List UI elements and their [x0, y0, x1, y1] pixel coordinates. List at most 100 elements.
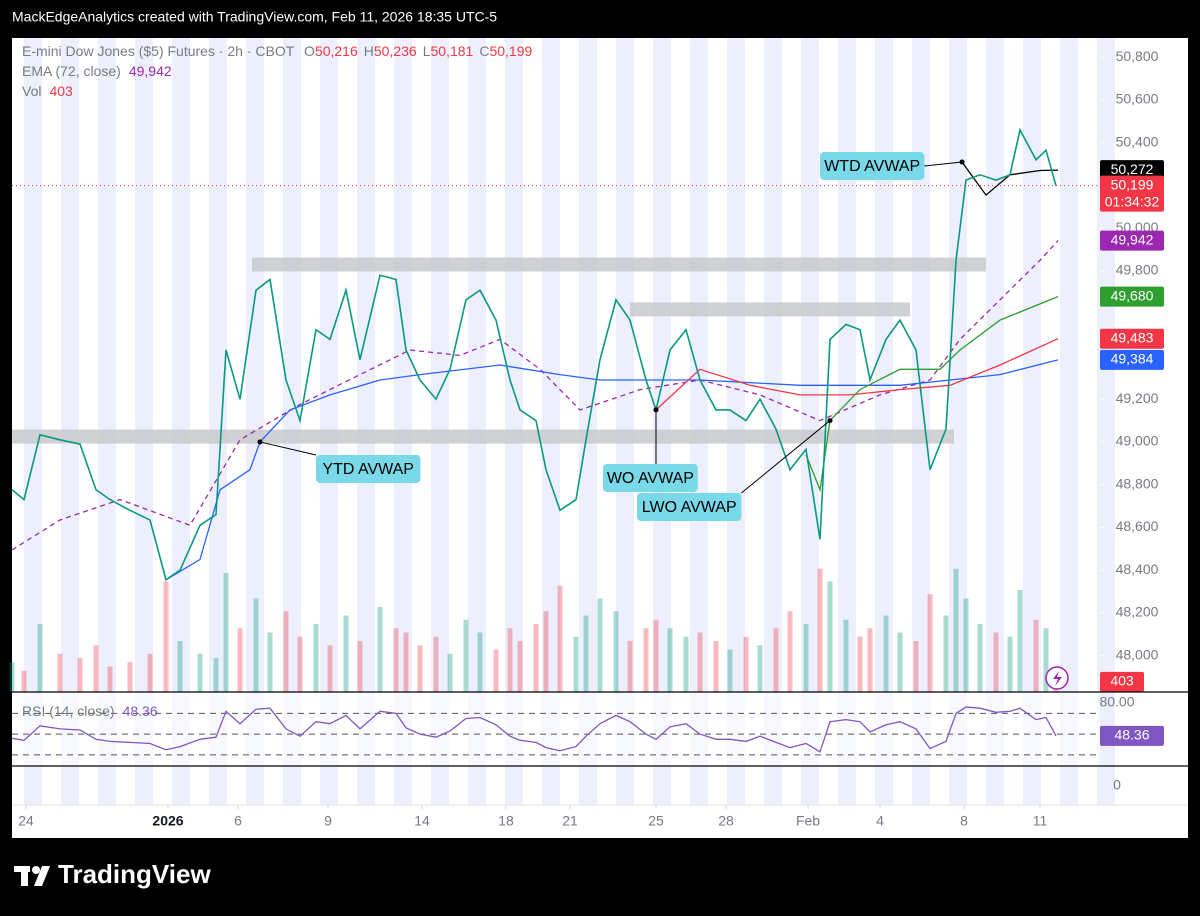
rsi-value-label: 48.36	[1114, 727, 1149, 743]
session-band	[394, 38, 412, 805]
legend-line: Vol 403	[22, 83, 73, 99]
annotation-box	[603, 464, 698, 492]
y-tick-label: 49,800	[1116, 262, 1159, 278]
volume-bar	[667, 628, 673, 692]
volume-bar	[773, 628, 779, 692]
volume-bar	[1033, 619, 1039, 692]
volume-bar	[77, 658, 83, 692]
volume-bar	[147, 653, 153, 692]
x-tick-label: 14	[414, 813, 430, 829]
annotation-label: WTD AVWAP	[824, 158, 920, 175]
annotation-anchor	[653, 407, 659, 413]
ohlc-key: O	[304, 43, 315, 59]
volume-bar	[417, 645, 423, 692]
volume-bar	[357, 641, 363, 692]
volume-bar	[757, 645, 763, 692]
volume-bar	[447, 653, 453, 692]
volume-bar	[683, 636, 689, 692]
legend-line: EMA (72, close) 49,942	[22, 63, 172, 79]
session-band	[875, 38, 893, 805]
volume-bar	[57, 653, 63, 692]
volume-bar	[163, 581, 169, 692]
session-band	[727, 38, 745, 805]
session-shading	[24, 38, 1115, 805]
indicator-name: EMA (72, close)	[22, 63, 121, 79]
volume-label-box	[1100, 671, 1144, 692]
volume-bar	[463, 619, 469, 692]
legend-line: E-mini Dow Jones ($5) Futures · 2h · CBO…	[22, 43, 533, 59]
y-tick-label: 48,400	[1116, 561, 1159, 577]
series-price-label-box	[1100, 230, 1164, 251]
session-band	[209, 38, 227, 805]
volume-bar	[507, 628, 513, 692]
volume-bar	[517, 641, 523, 692]
session-band	[616, 38, 634, 805]
volume-bar	[327, 645, 333, 692]
x-tick-label: 8	[960, 813, 968, 829]
alert-icon-bolt	[1053, 671, 1062, 686]
volume-bar	[403, 632, 409, 692]
series-price-label: 49,384	[1111, 351, 1154, 367]
session-band	[1023, 38, 1041, 805]
y-tick-label: 48,200	[1116, 604, 1159, 620]
series-price-label-box	[1100, 349, 1164, 370]
volume-bar	[803, 624, 809, 692]
zone	[630, 302, 910, 317]
volume-bar	[223, 573, 229, 692]
x-tick-label: 2026	[152, 813, 183, 829]
volume-bar	[843, 619, 849, 692]
x-tick-label: 24	[18, 813, 34, 829]
x-tick-label: 18	[498, 813, 514, 829]
logo-part	[34, 866, 50, 886]
annotation-pointer	[259, 441, 317, 456]
volume-bar	[1043, 628, 1049, 692]
series-price-label: 49,483	[1111, 329, 1154, 345]
rsi-pane	[12, 692, 1100, 766]
volume-bar	[573, 636, 579, 692]
legend-line: RSI (14, close) 48.36	[22, 703, 158, 719]
price-line	[11, 127, 1057, 582]
volume-bar	[977, 624, 983, 692]
countdown: 01:34:32	[1105, 193, 1160, 209]
volume-bar	[883, 615, 889, 692]
annotation-box	[820, 152, 925, 180]
ohlc-value: 50,216	[315, 43, 358, 59]
indicator-value: 49,942	[129, 63, 172, 79]
volume-bar	[343, 615, 349, 692]
rsi-tick-label: 0	[1113, 777, 1121, 793]
y-tick-label: 48,000	[1116, 646, 1159, 662]
annotation-box	[316, 455, 421, 483]
overlay-line	[655, 338, 1059, 411]
session-band	[1060, 38, 1078, 805]
volume-bar	[827, 581, 833, 692]
volume-bar	[953, 568, 959, 692]
series-price-label: 49,942	[1111, 231, 1154, 247]
indicator-value: 403	[49, 83, 73, 99]
session-band	[431, 38, 449, 805]
session-band	[579, 38, 597, 805]
x-tick-label: 4	[876, 813, 884, 829]
session-band	[986, 38, 1004, 805]
y-tick-label: 49,000	[1116, 433, 1159, 449]
zone	[252, 257, 986, 272]
volume-bar	[643, 628, 649, 692]
volume-bar	[477, 632, 483, 692]
session-band	[690, 38, 708, 805]
volume-bar	[267, 632, 273, 692]
volume-bar	[697, 632, 703, 692]
volume-bar	[37, 624, 43, 692]
ohlc-value: 50,199	[489, 43, 532, 59]
volume-bar	[817, 568, 823, 692]
volume-bar	[313, 624, 319, 692]
annotation-pointer	[924, 161, 963, 167]
y-tick-label: 48,800	[1116, 475, 1159, 491]
session-band	[949, 38, 967, 805]
volume-bar	[613, 611, 619, 692]
volume-bar	[127, 662, 133, 692]
last-price-label: 50,199	[1111, 176, 1154, 192]
volume-bar	[433, 636, 439, 692]
series-price-label: 50,272	[1111, 161, 1154, 177]
volume-bar	[393, 628, 399, 692]
last-price-label-box	[1100, 175, 1164, 212]
volume-bar	[107, 666, 113, 692]
